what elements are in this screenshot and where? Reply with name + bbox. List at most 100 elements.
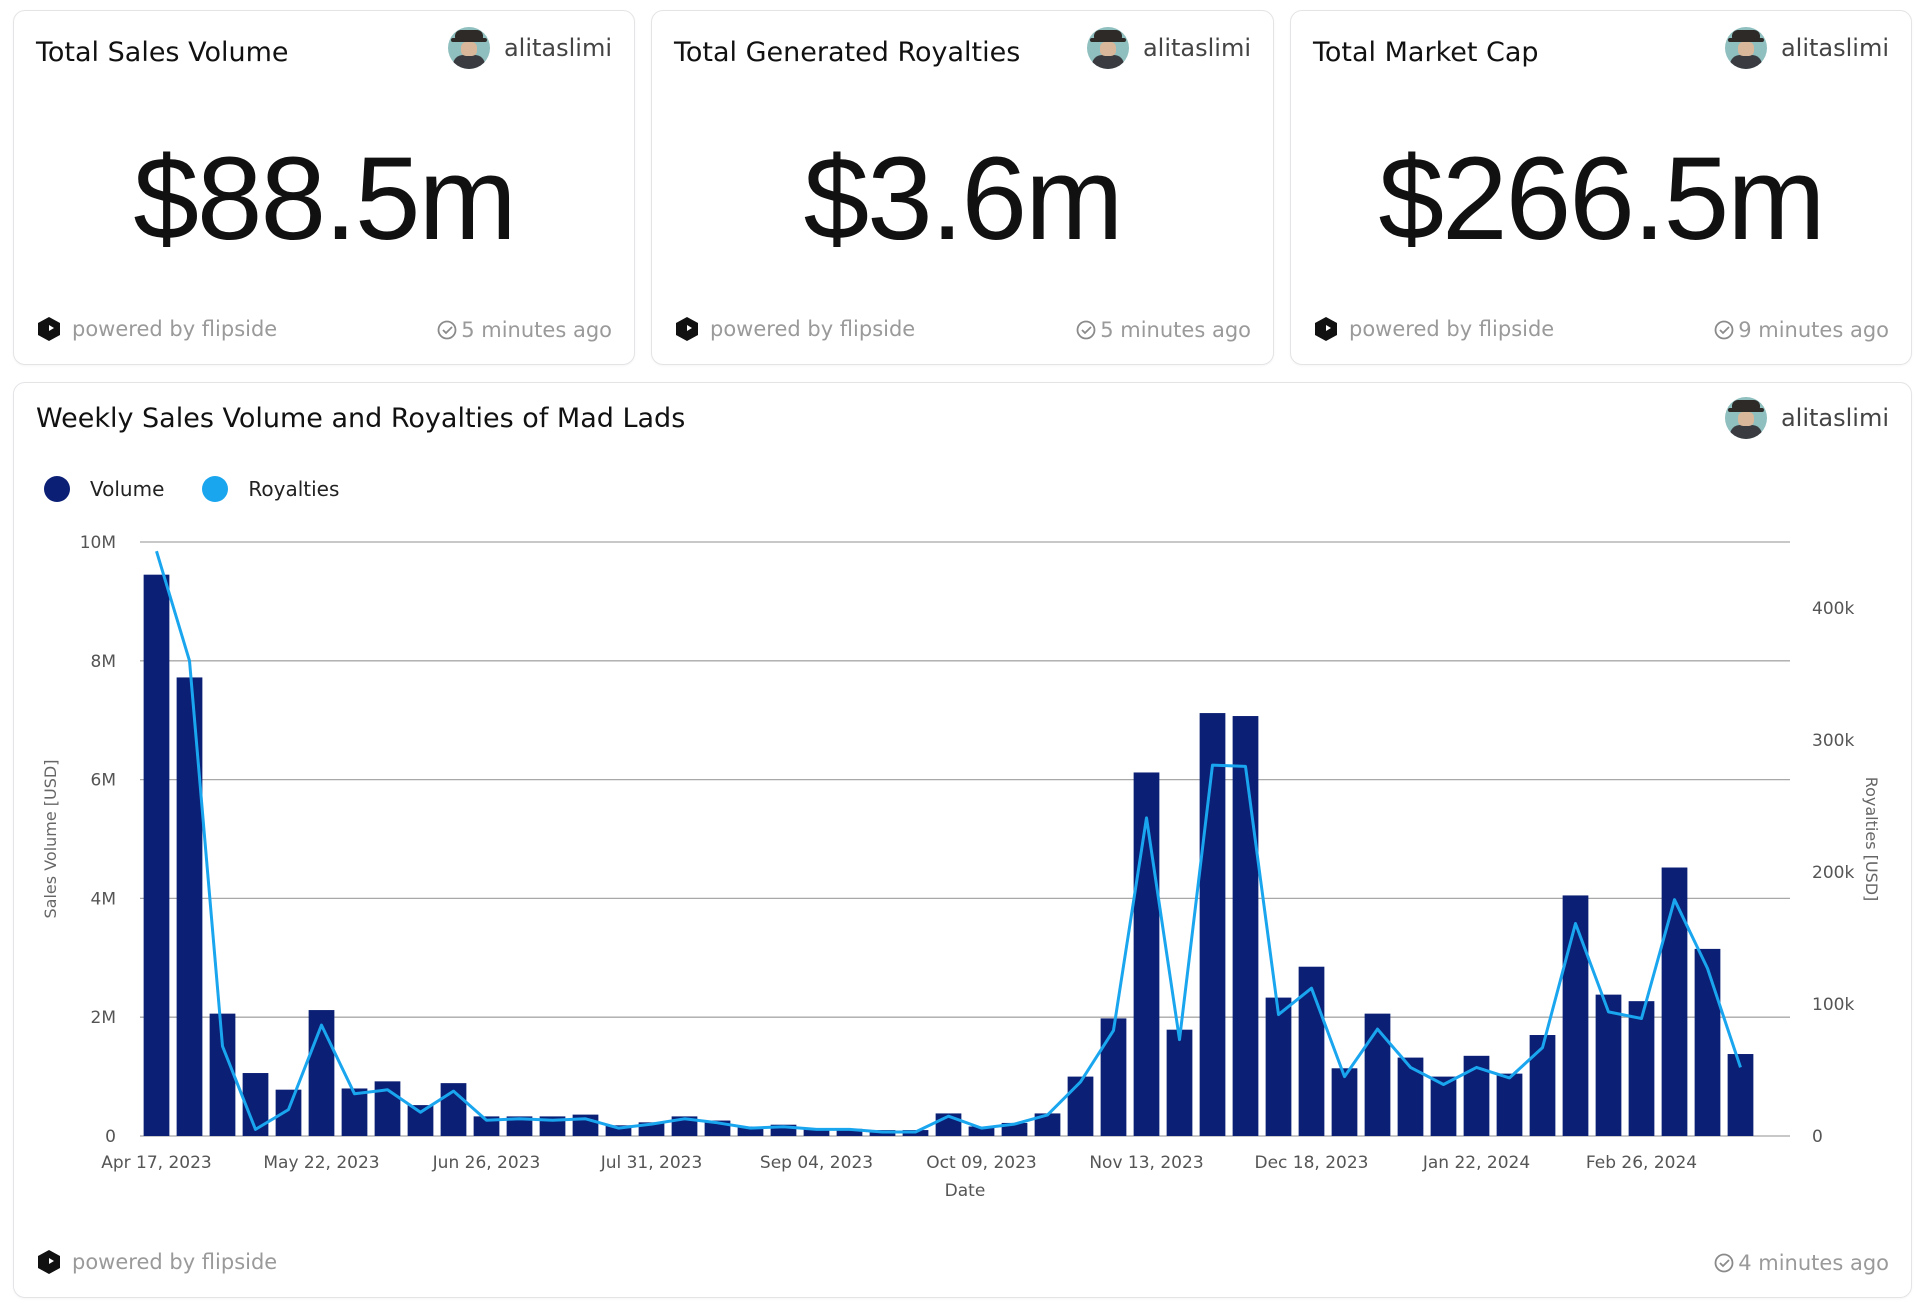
avatar: [1724, 397, 1767, 439]
volume-bar: [1529, 1035, 1556, 1136]
volume-bar: [803, 1128, 830, 1136]
updated-status: 5 minutes ago: [436, 318, 612, 342]
powered-by-text: powered by flipside: [72, 1250, 278, 1274]
x-tick-label: Jun 26, 2023: [432, 1153, 541, 1173]
y-tick-label: 0: [105, 1127, 116, 1147]
y-tick-label: 6M: [91, 771, 116, 791]
updated-status: 4 minutes ago: [1713, 1251, 1889, 1275]
clock-check-icon: [1714, 1253, 1734, 1273]
legend-item-volume[interactable]: Volume: [44, 476, 164, 502]
volume-bar: [1199, 713, 1226, 1136]
y-tick-label: 4M: [91, 889, 116, 909]
chart-title: Weekly Sales Volume and Royalties of Mad…: [36, 403, 686, 434]
y-tick-label: 10M: [80, 533, 116, 553]
volume-bar: [1397, 1057, 1424, 1136]
royalties-line: [155, 550, 1742, 1134]
volume-bar: [506, 1116, 533, 1136]
legend-swatch-royalties: [202, 476, 229, 502]
royalties-line-path: [155, 550, 1742, 1134]
y-axis-title: Sales Volume [USD]: [41, 760, 60, 919]
powered-by-link[interactable]: powered by flipside: [36, 316, 277, 342]
volume-bar: [1166, 1029, 1193, 1136]
volume-bar: [968, 1126, 995, 1136]
powered-by-link[interactable]: powered by flipside: [674, 316, 915, 342]
x-tick-label: Sep 04, 2023: [760, 1153, 873, 1173]
volume-bar: [1661, 867, 1688, 1136]
y2-tick-label: 300k: [1812, 731, 1854, 751]
author-link[interactable]: alitaslimi: [447, 27, 612, 69]
legend-item-royalties[interactable]: Royalties: [202, 476, 339, 502]
x-tick-label: Dec 18, 2023: [1254, 1153, 1368, 1173]
x-tick-label: Feb 26, 2024: [1586, 1153, 1697, 1173]
author-name[interactable]: alitaslimi: [1142, 34, 1251, 62]
kpi-value: $88.5m: [133, 133, 517, 265]
volume-bar: [1034, 1113, 1061, 1136]
x-axis-title: Date: [945, 1181, 986, 1201]
avatar: [1086, 27, 1129, 69]
volume-bar: [341, 1088, 368, 1136]
volume-bar: [1100, 1018, 1127, 1136]
updated-text: 5 minutes ago: [1100, 318, 1251, 342]
volume-bar: [1694, 948, 1721, 1136]
card-title: Total Market Cap: [1313, 37, 1539, 68]
y2-tick-label: 0: [1812, 1127, 1823, 1147]
author-link[interactable]: alitaslimi: [1724, 397, 1889, 439]
volume-bar: [1430, 1076, 1457, 1136]
legend-swatch-volume: [44, 476, 70, 502]
powered-by-link[interactable]: powered by flipside: [36, 1249, 277, 1275]
powered-by-text: powered by flipside: [1349, 317, 1555, 341]
x-tick-label: Oct 09, 2023: [926, 1153, 1037, 1173]
volume-bar: [836, 1128, 863, 1136]
volume-bar: [1067, 1076, 1094, 1136]
y2-tick-label: 100k: [1812, 995, 1854, 1015]
volume-bar: [1595, 994, 1622, 1136]
clock-check-icon: [437, 320, 457, 340]
author-link[interactable]: alitaslimi: [1724, 27, 1889, 69]
kpi-card-royalties: Total Generated Royalties alitaslimi $3.…: [651, 10, 1274, 365]
volume-bar: [737, 1126, 764, 1136]
x-tick-label: Jan 22, 2024: [1422, 1153, 1530, 1173]
y2-axis-title: Royalties [USD]: [1862, 777, 1881, 902]
avatar: [1724, 27, 1767, 69]
updated-status: 9 minutes ago: [1713, 318, 1889, 342]
x-tick-label: May 22, 2023: [263, 1153, 379, 1173]
clock-check-icon: [1076, 320, 1096, 340]
x-tick-label: Apr 17, 2023: [101, 1153, 212, 1173]
volume-bar: [1133, 772, 1160, 1136]
author-name[interactable]: alitaslimi: [503, 34, 612, 62]
updated-status: 5 minutes ago: [1075, 318, 1251, 342]
author-name[interactable]: alitaslimi: [1780, 34, 1889, 62]
y-tick-label: 8M: [91, 652, 116, 672]
powered-by-text: powered by flipside: [710, 317, 916, 341]
kpi-card-market-cap: Total Market Cap alitaslimi $266.5m powe…: [1290, 10, 1912, 365]
y-tick-label: 2M: [91, 1008, 116, 1028]
volume-bar: [407, 1105, 434, 1136]
x-tick-label: Nov 13, 2023: [1089, 1153, 1203, 1173]
flipside-logo-icon: [38, 317, 60, 341]
legend-label-royalties: Royalties: [248, 477, 340, 501]
flipside-logo-icon: [1315, 317, 1337, 341]
volume-bar: [1364, 1013, 1391, 1136]
clock-check-icon: [1714, 320, 1734, 340]
powered-by-link[interactable]: powered by flipside: [1313, 316, 1554, 342]
kpi-value: $266.5m: [1378, 133, 1825, 265]
legend-label-volume: Volume: [90, 477, 165, 501]
updated-text: 5 minutes ago: [461, 318, 612, 342]
volume-bar: [143, 574, 170, 1136]
flipside-logo-icon: [676, 317, 698, 341]
volume-bars: [143, 574, 1754, 1136]
axes: 0 2M 4M 6M 8M 10M 0 100k 200k 300k 400k Sales Volum…: [41, 533, 1881, 1201]
volume-bar: [770, 1124, 797, 1136]
kpi-value: $3.6m: [803, 133, 1124, 265]
volume-bar: [1628, 1001, 1655, 1136]
volume-bar: [308, 1010, 335, 1136]
volume-bar: [1232, 716, 1259, 1136]
author-name[interactable]: alitaslimi: [1780, 404, 1889, 432]
author-link[interactable]: alitaslimi: [1086, 27, 1251, 69]
updated-text: 9 minutes ago: [1738, 318, 1889, 342]
y2-tick-label: 200k: [1812, 863, 1854, 883]
kpi-card-sales-volume: Total Sales Volume alitaslimi $88.5m pow…: [13, 10, 635, 365]
volume-bar: [605, 1125, 632, 1136]
powered-by-text: powered by flipside: [72, 317, 278, 341]
